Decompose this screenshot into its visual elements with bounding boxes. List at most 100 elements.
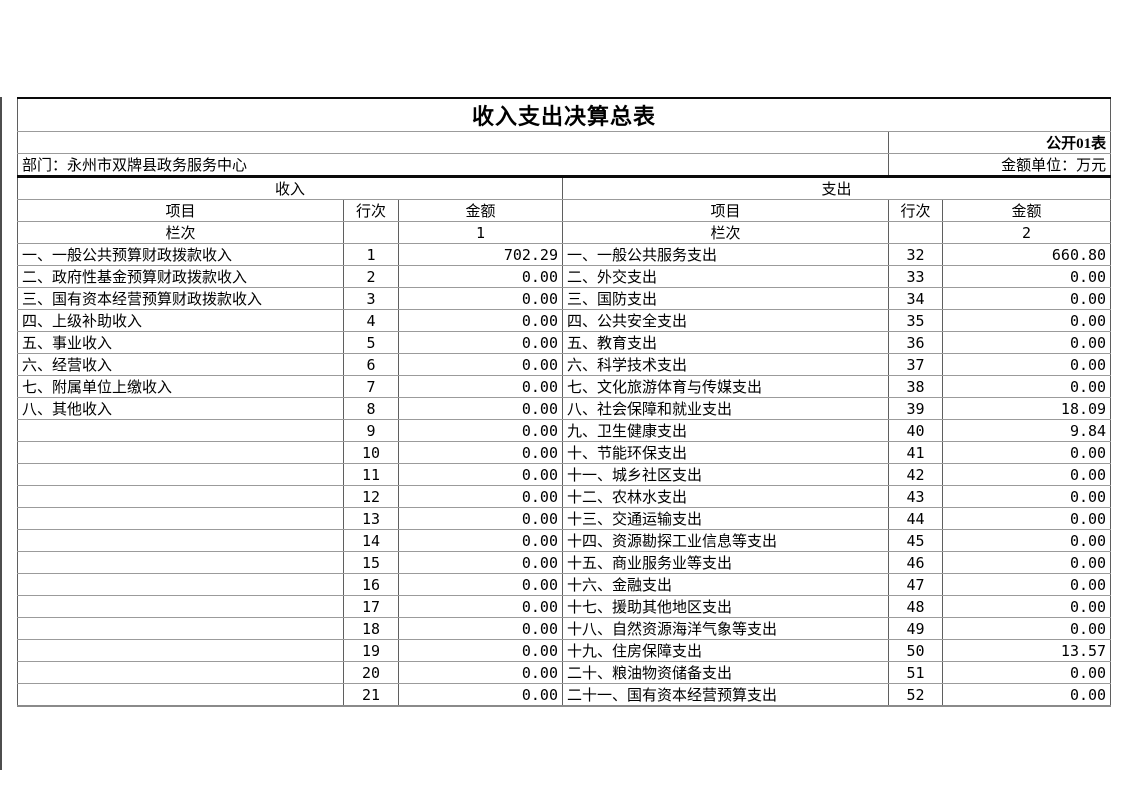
income-item-cell [17, 463, 344, 486]
income-amount-cell: 0.00 [398, 331, 563, 354]
expense-item-cell: 十九、住房保障支出 [562, 639, 889, 662]
table-row: 9 0.00 九、卫生健康支出 40 9.84 [17, 419, 1112, 442]
table-row: 16 0.00 十六、金融支出 47 0.00 [17, 573, 1112, 596]
expense-line-cell: 51 [888, 661, 943, 684]
table-row: 11 0.00 十一、城乡社区支出 42 0.00 [17, 463, 1112, 486]
expense-item-cell: 五、教育支出 [562, 331, 889, 354]
income-lanci-empty [343, 221, 399, 244]
income-line-cell: 17 [343, 595, 399, 618]
income-line-cell: 21 [343, 683, 399, 707]
expense-item-cell: 十五、商业服务业等支出 [562, 551, 889, 574]
expense-line-cell: 45 [888, 529, 943, 552]
expense-line-cell: 39 [888, 397, 943, 420]
income-amount-cell: 0.00 [398, 485, 563, 508]
income-line-cell: 6 [343, 353, 399, 376]
income-amount-cell: 0.00 [398, 287, 563, 310]
table-row: 18 0.00 十八、自然资源海洋气象等支出 49 0.00 [17, 617, 1112, 640]
income-amount-cell: 0.00 [398, 309, 563, 332]
expense-amount-cell: 0.00 [941, 573, 1112, 596]
income-line-cell: 2 [343, 265, 399, 288]
income-line-cell: 10 [343, 441, 399, 464]
income-amount-cell: 0.00 [398, 375, 563, 398]
income-item-cell: 六、经营收入 [17, 353, 344, 376]
income-line-cell: 14 [343, 529, 399, 552]
income-line-cell: 5 [343, 331, 399, 354]
department-row: 部门：永州市双牌县政务服务中心 金额单位：万元 [17, 153, 1112, 178]
income-line-cell: 3 [343, 287, 399, 310]
table-row: 二、政府性基金预算财政拨款收入 2 0.00 二、外交支出 33 0.00 [17, 265, 1112, 288]
expense-line-cell: 50 [888, 639, 943, 662]
income-item-cell [17, 617, 344, 640]
income-amount-cell: 0.00 [398, 661, 563, 684]
income-amount-cell: 702.29 [398, 243, 563, 266]
expense-item-cell: 二十一、国有资本经营预算支出 [562, 683, 889, 707]
expense-line-cell: 41 [888, 441, 943, 464]
expense-item-cell: 十八、自然资源海洋气象等支出 [562, 617, 889, 640]
expense-amount-cell: 0.00 [941, 661, 1112, 684]
income-line-cell: 16 [343, 573, 399, 596]
income-item-cell [17, 529, 344, 552]
expense-amount-cell: 0.00 [941, 353, 1112, 376]
expense-amount-header: 金额 [941, 199, 1112, 222]
expense-line-cell: 33 [888, 265, 943, 288]
income-amount-cell: 0.00 [398, 617, 563, 640]
income-line-cell: 20 [343, 661, 399, 684]
expense-section-header: 支出 [561, 176, 1112, 200]
section-header-row: 收入 支出 [17, 176, 1112, 200]
expense-amount-cell: 0.00 [941, 441, 1112, 464]
expense-item-cell: 十七、援助其他地区支出 [562, 595, 889, 618]
expense-line-cell: 44 [888, 507, 943, 530]
expense-amount-cell: 13.57 [941, 639, 1112, 662]
expense-line-cell: 46 [888, 551, 943, 574]
department-label: 部门：永州市双牌县政务服务中心 [17, 153, 889, 178]
expense-item-cell: 一、一般公共服务支出 [562, 243, 889, 266]
expense-line-cell: 47 [888, 573, 943, 596]
expense-item-cell: 十三、交通运输支出 [562, 507, 889, 530]
income-item-cell [17, 551, 344, 574]
income-line-cell: 4 [343, 309, 399, 332]
expense-item-cell: 六、科学技术支出 [562, 353, 889, 376]
income-line-cell: 8 [343, 397, 399, 420]
income-line-header: 行次 [343, 199, 399, 222]
table-row: 19 0.00 十九、住房保障支出 50 13.57 [17, 639, 1112, 662]
table-row: 12 0.00 十二、农林水支出 43 0.00 [17, 485, 1112, 508]
expense-line-cell: 52 [888, 683, 943, 707]
income-line-cell: 13 [343, 507, 399, 530]
income-item-cell: 五、事业收入 [17, 331, 344, 354]
income-amount-cell: 0.00 [398, 529, 563, 552]
table-row: 21 0.00 二十一、国有资本经营预算支出 52 0.00 [17, 683, 1112, 707]
income-lanci-label: 栏次 [17, 221, 344, 244]
expense-amount-cell: 18.09 [941, 397, 1112, 420]
income-amount-cell: 0.00 [398, 463, 563, 486]
public-label-row: 公开01表 [17, 131, 1112, 154]
expense-item-cell: 十、节能环保支出 [562, 441, 889, 464]
expense-line-cell: 40 [888, 419, 943, 442]
expense-item-cell: 三、国防支出 [562, 287, 889, 310]
income-line-cell: 15 [343, 551, 399, 574]
table-row: 17 0.00 十七、援助其他地区支出 48 0.00 [17, 595, 1112, 618]
table-row: 20 0.00 二十、粮油物资储备支出 51 0.00 [17, 661, 1112, 684]
income-item-cell: 八、其他收入 [17, 397, 344, 420]
page-title: 收入支出决算总表 [16, 97, 1112, 132]
expense-item-cell: 七、文化旅游体育与传媒支出 [562, 375, 889, 398]
expense-item-cell: 二十、粮油物资储备支出 [562, 661, 889, 684]
income-amount-cell: 0.00 [398, 639, 563, 662]
public-table-label: 公开01表 [887, 131, 1112, 154]
income-lanci-value: 1 [398, 221, 563, 244]
expense-amount-cell: 0.00 [941, 529, 1112, 552]
expense-line-cell: 49 [888, 617, 943, 640]
page-edge-scan-line [0, 97, 2, 770]
income-amount-cell: 0.00 [398, 265, 563, 288]
income-amount-cell: 0.00 [398, 353, 563, 376]
income-amount-cell: 0.00 [398, 551, 563, 574]
expense-amount-cell: 0.00 [941, 683, 1112, 707]
income-amount-cell: 0.00 [398, 595, 563, 618]
expense-amount-cell: 660.80 [941, 243, 1112, 266]
public-label-spacer [17, 131, 889, 154]
expense-amount-cell: 0.00 [941, 463, 1112, 486]
table-row: 四、上级补助收入 4 0.00 四、公共安全支出 35 0.00 [17, 309, 1112, 332]
table-row: 七、附属单位上缴收入 7 0.00 七、文化旅游体育与传媒支出 38 0.00 [17, 375, 1112, 398]
expense-amount-cell: 0.00 [941, 287, 1112, 310]
expense-amount-cell: 0.00 [941, 309, 1112, 332]
